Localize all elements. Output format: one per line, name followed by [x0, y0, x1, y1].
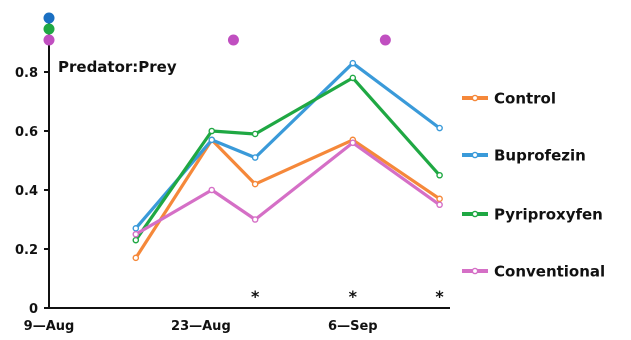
- data-point-pyriproxyfen: [436, 171, 443, 179]
- y-tick-label: 0.4: [15, 184, 38, 199]
- treatment-dot: [43, 12, 55, 24]
- data-point-buprofezin: [132, 225, 140, 232]
- data-point-conventional: [208, 186, 216, 194]
- x-tick-label: 6—Sep: [328, 319, 378, 334]
- treatment-dot: [43, 23, 55, 35]
- x-tick-label: 23—Aug: [171, 319, 231, 334]
- data-point-conventional: [132, 230, 140, 238]
- treatment-dot: [379, 34, 391, 46]
- treatment-dot: [227, 34, 239, 46]
- data-point-conventional: [349, 139, 357, 147]
- legend-label-control: Control: [494, 90, 556, 108]
- y-tick-label: 0: [29, 302, 38, 317]
- series-line-control: [134, 138, 442, 260]
- legend-label-buprofezin: Buprofezin: [494, 147, 586, 165]
- legend-swatch-point: [471, 94, 479, 102]
- y-tick-label: 0.2: [15, 243, 38, 258]
- data-point-pyriproxyfen: [251, 130, 259, 138]
- data-point-pyriproxyfen: [132, 236, 140, 244]
- series-line-buprofezin: [134, 61, 442, 230]
- y-tick-label: 0.6: [15, 125, 38, 140]
- series-line-pyriproxyfen: [134, 76, 442, 242]
- treatment-dot: [43, 34, 55, 46]
- data-point-conventional: [251, 216, 259, 223]
- y-tick-label: 0.8: [15, 66, 38, 81]
- legend-label-pyriproxyfen: Pyriproxyfen: [494, 206, 603, 224]
- data-point-pyriproxyfen: [208, 127, 216, 135]
- legend-label-conventional: Conventional: [494, 263, 605, 281]
- chart-title: Predator:Prey: [58, 58, 177, 76]
- data-point-buprofezin: [436, 124, 443, 132]
- legend-swatch-point: [471, 267, 479, 275]
- significance-marker: *: [349, 287, 358, 306]
- data-point-buprofezin: [251, 154, 259, 161]
- data-point-control: [132, 254, 140, 262]
- significance-marker: *: [435, 287, 444, 306]
- data-point-pyriproxyfen: [349, 74, 357, 82]
- data-point-buprofezin: [208, 136, 216, 144]
- x-tick-label: 9—Aug: [24, 319, 75, 334]
- legend-swatch-point: [471, 210, 479, 218]
- data-point-conventional: [436, 201, 443, 209]
- data-point-buprofezin: [349, 59, 357, 67]
- significance-marker: *: [251, 287, 260, 306]
- legend-swatch-point: [471, 151, 479, 159]
- data-point-control: [251, 180, 259, 188]
- data-point-control: [436, 195, 443, 203]
